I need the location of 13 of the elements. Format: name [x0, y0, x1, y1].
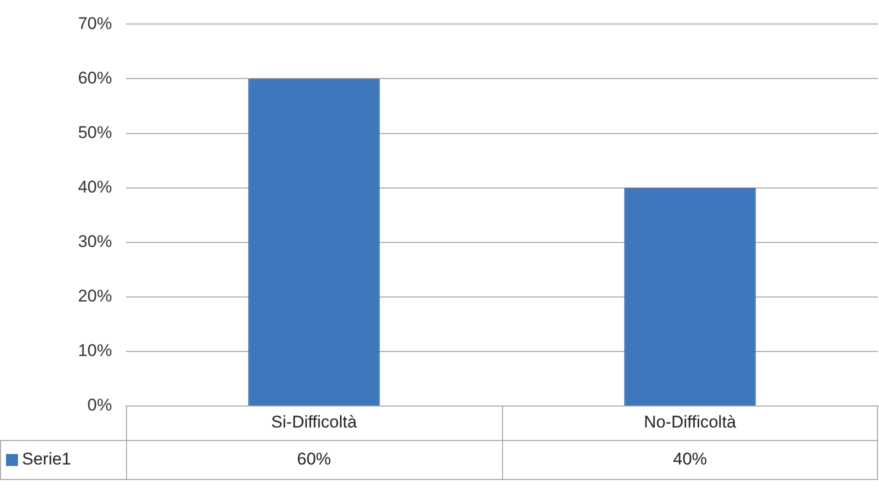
y-tick-label: 70%: [78, 14, 112, 33]
y-tick-label: 0%: [87, 396, 112, 415]
legend-label: Serie1: [22, 450, 72, 469]
y-tick-label: 50%: [78, 122, 112, 142]
y-tick-label: 30%: [78, 232, 112, 252]
y-tick-label: 20%: [78, 286, 112, 306]
text: 60%: [296, 450, 332, 469]
text: 40%: [672, 450, 708, 469]
x-tick-label: No-Difficoltà: [644, 412, 737, 432]
y-tick-label: 10%: [78, 341, 112, 360]
x-tick-label: Si-Difficoltà: [271, 412, 358, 432]
y-tick-label: 60%: [78, 68, 112, 88]
y-tick-label: 40%: [78, 178, 112, 197]
